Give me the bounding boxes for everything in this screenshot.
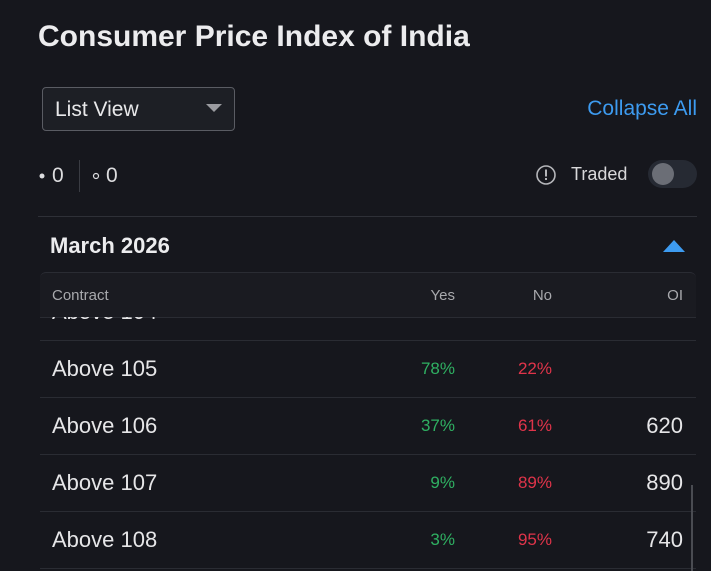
contract-cell: Above 108: [52, 527, 158, 552]
no-cell: 95%: [517, 530, 552, 549]
table-body: Above 104 59% Above 105 78% 22% Above 106 37% 6…: [40, 317, 696, 571]
column-header: Yes: [430, 287, 455, 304]
table-row[interactable]: Above 107 9% 89% 890: [40, 455, 696, 512]
no-cell: 89%: [517, 473, 552, 492]
traded-toggle[interactable]: [648, 160, 697, 188]
count: 0: [106, 164, 118, 187]
contract-cell: Above 106: [52, 413, 158, 438]
yes-cell: 9%: [430, 473, 455, 492]
view-dropdown[interactable]: List View: [42, 87, 235, 131]
yes-cell: 3%: [430, 530, 455, 549]
column-header: No: [532, 287, 552, 304]
dropdown-caret: [206, 104, 222, 112]
oi-cell: 890: [646, 470, 683, 495]
yes-cell: 37%: [420, 416, 455, 435]
count: 0: [52, 164, 64, 187]
yes-cell: 59%: [421, 317, 455, 340]
separator: [79, 160, 80, 192]
no-cell: 22%: [517, 359, 552, 378]
dropdown-label: List View: [55, 98, 139, 121]
contract-cell: Above 104: [52, 317, 157, 340]
collapse-caret[interactable]: [663, 240, 685, 252]
dot-icon: [39, 173, 45, 179]
divider: [38, 216, 697, 217]
table-row[interactable]: Above 108 3% 95% 740: [40, 512, 696, 569]
page-title: Consumer Price Index of India: [38, 20, 470, 53]
traded-label: Traded: [571, 164, 628, 184]
collapse-all[interactable]: Collapse All: [587, 97, 697, 120]
no-cell: 61%: [517, 416, 552, 435]
ring-icon: [92, 172, 100, 180]
section-title[interactable]: March 2026: [50, 233, 170, 258]
contract-cell: Above 107: [52, 470, 158, 495]
info-icon[interactable]: [535, 164, 557, 186]
table-row[interactable]: Above 105 78% 22%: [40, 341, 696, 398]
oi-cell: 740: [646, 527, 683, 552]
table-header: Contract Yes No OI: [40, 272, 696, 318]
rows: Above 104 59% Above 105 78% 22% Above 106 37% 6…: [40, 317, 696, 569]
column-header: OI: [667, 287, 683, 304]
contract-cell: Above 105: [52, 356, 158, 381]
column-header: Contract: [52, 287, 109, 304]
toggle-knob: [652, 163, 674, 185]
yes-cell: 78%: [420, 359, 455, 378]
table-row[interactable]: Above 104 59%: [40, 317, 696, 341]
oi-cell: 620: [646, 413, 683, 438]
scrollbar: [691, 485, 693, 571]
table-row[interactable]: Above 106 37% 61% 620: [40, 398, 696, 455]
